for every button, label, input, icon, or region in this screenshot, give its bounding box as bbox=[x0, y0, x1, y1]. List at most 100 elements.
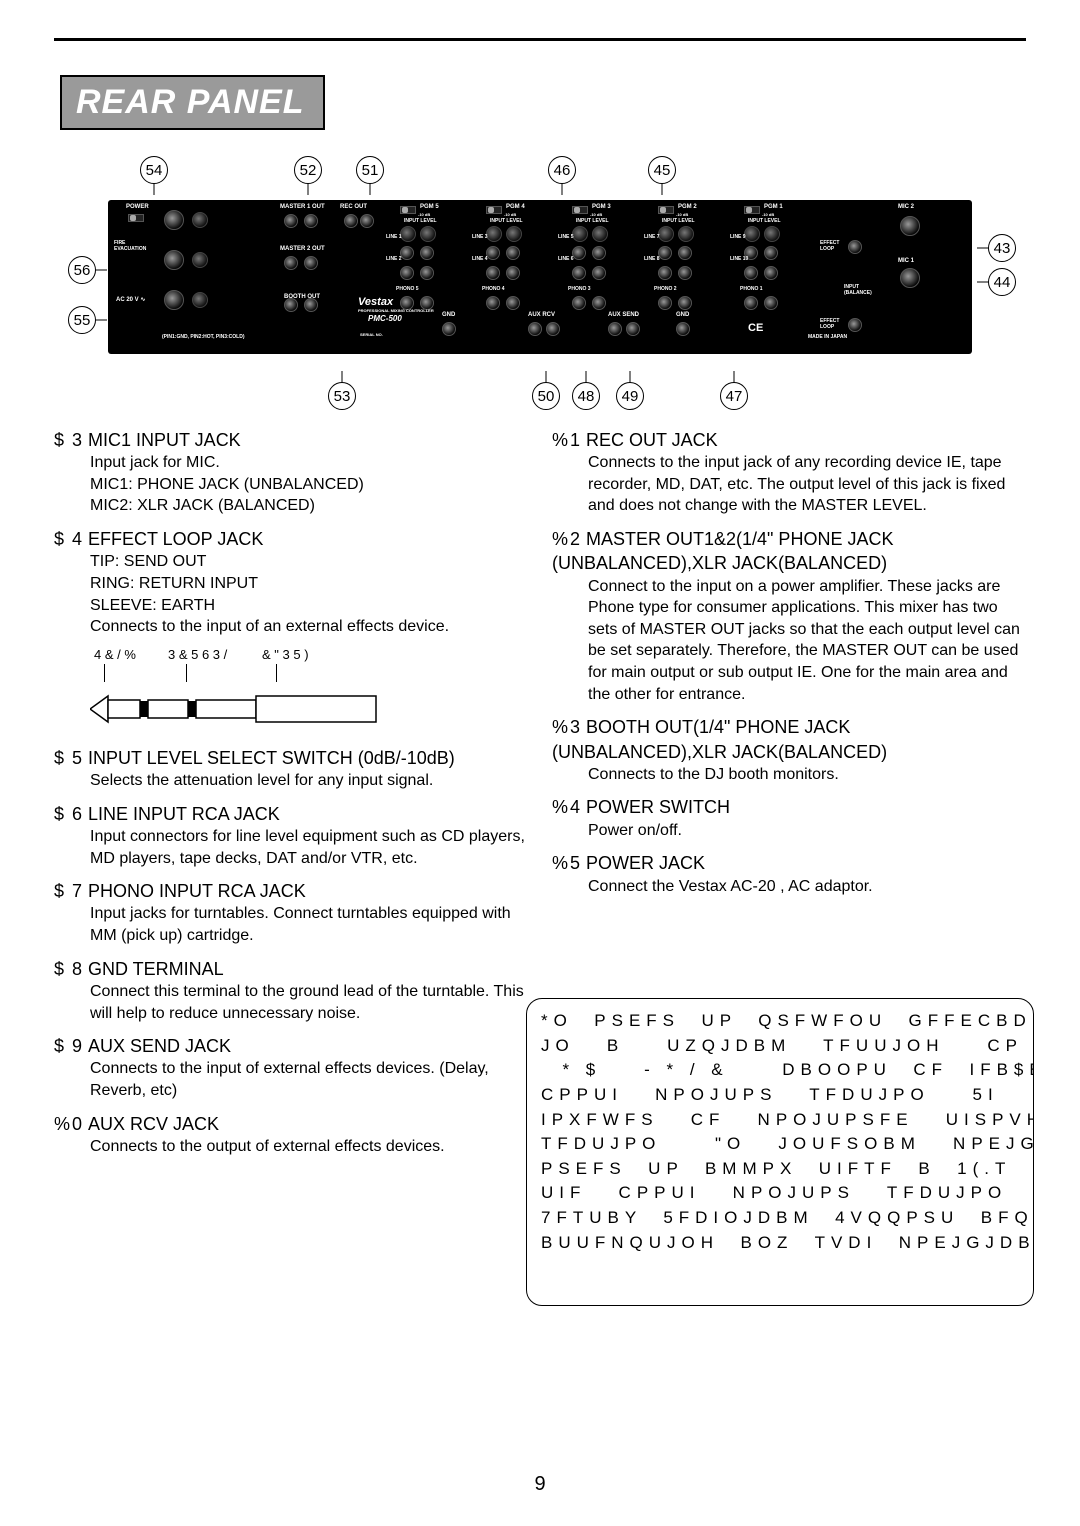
panel-jack bbox=[658, 296, 672, 310]
item-heading: $5INPUT LEVEL SELECT SWITCH (0dB/-10dB) bbox=[54, 746, 528, 770]
panel-jack bbox=[678, 266, 692, 280]
effect-loop-plug-diagram: 4 & / %3 & 5 6 3 /& " 3 5 ) bbox=[90, 646, 390, 736]
panel-tog bbox=[658, 206, 674, 214]
panel-jack bbox=[420, 246, 434, 260]
item-aux-rcv-jack: %0AUX RCV JACKConnects to the output of … bbox=[54, 1112, 528, 1158]
panel-jack bbox=[284, 214, 298, 228]
item-body: Connect this terminal to the ground lead… bbox=[54, 981, 528, 1024]
panel-jack bbox=[592, 296, 606, 310]
panel-graphic: POWERFIRE EVACUATIONAC 20 V ∿(PIN1:GND, … bbox=[108, 200, 972, 354]
item-heading: %1REC OUT JACK bbox=[552, 428, 1026, 452]
panel-label: PMC-500 bbox=[368, 314, 402, 323]
panel-jack bbox=[344, 214, 358, 228]
panel-jack bbox=[658, 246, 672, 260]
panel-jack bbox=[400, 266, 414, 280]
panel-label: -10 dB bbox=[676, 212, 688, 217]
panel-jack bbox=[506, 246, 520, 260]
callout-53: 53 bbox=[328, 382, 356, 410]
item-gnd-terminal: $8GND TERMINALConnect this terminal to t… bbox=[54, 957, 528, 1024]
panel-jack bbox=[744, 296, 758, 310]
callout-52: 52 bbox=[294, 156, 322, 184]
item-heading: $4EFFECT LOOP JACK bbox=[54, 527, 528, 551]
item-power-switch: %4POWER SWITCHPower on/off. bbox=[552, 795, 1026, 841]
page: REAR PANEL POWERFIRE EVACUATIONAC 20 V ∿… bbox=[0, 0, 1080, 1526]
callout-54: 54 bbox=[140, 156, 168, 184]
panel-jack bbox=[486, 246, 500, 260]
panel-label: GND bbox=[442, 312, 455, 318]
item-input-level-select-switch-0db-10db-: $5INPUT LEVEL SELECT SWITCH (0dB/-10dB)S… bbox=[54, 746, 528, 792]
panel-jack bbox=[304, 298, 318, 312]
panel-label: PHONO 4 bbox=[482, 286, 505, 292]
panel-knob bbox=[744, 226, 760, 242]
panel-label: MADE IN JAPAN bbox=[808, 334, 847, 340]
panel-label: PGM 5 bbox=[420, 204, 439, 210]
panel-jack big bbox=[900, 268, 920, 288]
panel-jack bbox=[284, 256, 298, 270]
panel-label: AUX SEND bbox=[608, 312, 639, 318]
panel-knob bbox=[400, 226, 416, 242]
panel-label: LINE 7 bbox=[644, 234, 660, 240]
item-phono-input-rca-jack: $7PHONO INPUT RCA JACKInput jacks for tu… bbox=[54, 879, 528, 946]
item-heading: %5POWER JACK bbox=[552, 851, 1026, 875]
panel-label: PGM 1 bbox=[764, 204, 783, 210]
scrambled-note-box: *O PSEFS UP QSFWFOU GFFECBDL JO B UZQJDB… bbox=[526, 998, 1034, 1306]
callout-56: 56 bbox=[68, 256, 96, 284]
panel-label: PGM 4 bbox=[506, 204, 525, 210]
section-title-box: REAR PANEL bbox=[60, 75, 325, 130]
panel-label: INPUT LEVEL bbox=[490, 218, 523, 224]
panel-label: LINE 3 bbox=[472, 234, 488, 240]
panel-label: REC OUT bbox=[340, 204, 367, 210]
panel-label: FIRE EVACUATION bbox=[114, 240, 146, 252]
item-body: Connect the Vestax AC-20 , AC adaptor. bbox=[552, 876, 1026, 898]
item-heading: $9AUX SEND JACK bbox=[54, 1034, 528, 1058]
panel-jack bbox=[420, 266, 434, 280]
panel-jack bbox=[764, 296, 778, 310]
item-aux-send-jack: $9AUX SEND JACKConnects to the input of … bbox=[54, 1034, 528, 1101]
panel-label: LINE 6 bbox=[558, 256, 574, 262]
item-booth-out-1-4-phone-jack-unbalanced-xlr-jack-balanced-: %3BOOTH OUT(1/4" PHONE JACK (UNBALANCED)… bbox=[552, 715, 1026, 785]
callout-44: 44 bbox=[988, 268, 1016, 296]
item-heading: $8GND TERMINAL bbox=[54, 957, 528, 981]
panel-jack bbox=[592, 266, 606, 280]
item-body: Connects to the DJ booth monitors. bbox=[552, 764, 1026, 786]
item-body: Power on/off. bbox=[552, 820, 1026, 842]
section-title: REAR PANEL bbox=[62, 77, 323, 128]
panel-label: PHONO 5 bbox=[396, 286, 419, 292]
panel-jack bbox=[658, 266, 672, 280]
panel-knob bbox=[506, 226, 522, 242]
panel-jack bbox=[608, 322, 622, 336]
panel-label: PHONO 1 bbox=[740, 286, 763, 292]
callout-55: 55 bbox=[68, 306, 96, 334]
item-body: Connects to the input jack of any record… bbox=[552, 452, 1026, 517]
item-heading: %2MASTER OUT1&2(1/4" PHONE JACK (UNBALAN… bbox=[552, 527, 1026, 576]
panel-jack bbox=[506, 296, 520, 310]
panel-label: PHONO 3 bbox=[568, 286, 591, 292]
panel-jack bbox=[676, 322, 690, 336]
item-heading: %0AUX RCV JACK bbox=[54, 1112, 528, 1136]
panel-tog bbox=[128, 214, 144, 222]
panel-label: AC 20 V ∿ bbox=[116, 296, 145, 303]
item-rec-out-jack: %1REC OUT JACKConnects to the input jack… bbox=[552, 428, 1026, 517]
panel-label: AUX RCV bbox=[528, 312, 555, 318]
panel-jack bbox=[284, 298, 298, 312]
item-body: Input jack for MIC. MIC1: PHONE JACK (UN… bbox=[54, 452, 528, 517]
panel-label: LINE 4 bbox=[472, 256, 488, 262]
item-body: Input jacks for turntables. Connect turn… bbox=[54, 903, 528, 946]
panel-jack bbox=[592, 246, 606, 260]
panel-label: INPUT LEVEL bbox=[662, 218, 695, 224]
panel-jack bbox=[486, 296, 500, 310]
item-body: TIP: SEND OUT RING: RETURN INPUT SLEEVE:… bbox=[54, 551, 528, 637]
panel-jack bbox=[744, 266, 758, 280]
panel-label: -10 dB bbox=[590, 212, 602, 217]
panel-jack big bbox=[164, 250, 184, 270]
panel-label: EFFECT LOOP bbox=[820, 318, 839, 330]
panel-jack bbox=[304, 214, 318, 228]
panel-label: LINE 9 bbox=[730, 234, 746, 240]
item-body: Connects to the output of external effec… bbox=[54, 1136, 528, 1158]
panel-label: LINE 10 bbox=[730, 256, 748, 262]
item-line-input-rca-jack: $6LINE INPUT RCA JACKInput connectors fo… bbox=[54, 802, 528, 869]
item-body: Connect to the input on a power amplifie… bbox=[552, 576, 1026, 706]
panel-jack big bbox=[164, 290, 184, 310]
item-heading: $3MIC1 INPUT JACK bbox=[54, 428, 528, 452]
panel-label: LINE 2 bbox=[386, 256, 402, 262]
